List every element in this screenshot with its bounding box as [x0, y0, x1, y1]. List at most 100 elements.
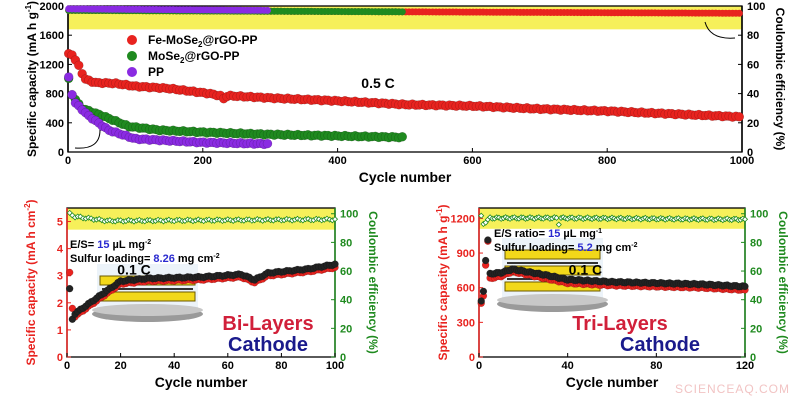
caption-line-1: Bi-Layers: [222, 313, 313, 335]
y-tick-label: 5: [57, 217, 63, 229]
legend-sub: 2: [198, 40, 203, 49]
y-label-end: ): [25, 1, 39, 5]
data-point: [734, 112, 745, 122]
x-axis-label: Cycle number: [155, 374, 248, 390]
x-tick-label: 600: [463, 155, 481, 167]
legend-label: Fe-MoSe2@rGO-PP: [148, 33, 258, 49]
ce-point: [555, 221, 562, 228]
current-collector-top: [92, 304, 203, 316]
legend-name-end: @rGO-PP: [202, 33, 257, 47]
y-tick-label: 600: [457, 283, 475, 295]
y2-tick-label: 80: [750, 237, 762, 249]
y-axis-label: Specific capacity (mA h g-1): [435, 204, 450, 360]
x-tick-label: 60: [222, 360, 234, 372]
condition-value: 5.2: [577, 242, 592, 254]
x-tick-label: 40: [562, 360, 574, 372]
legend-name: Fe-MoSe: [148, 33, 198, 47]
condition-label: Sulfur loading=: [494, 242, 577, 254]
x-tick-label: 80: [275, 360, 287, 372]
y2-tick-label: 80: [340, 237, 352, 249]
x-tick-label: 100: [326, 360, 344, 372]
data-point: [484, 236, 492, 244]
condition-text: E/S= 15 µL mg-2: [70, 239, 151, 251]
ce-point: [741, 216, 749, 223]
x-axis-label: Cycle number: [566, 374, 659, 390]
y2-tick-label: 100: [340, 209, 358, 221]
condition-value: 15: [97, 239, 109, 251]
data-point: [63, 72, 74, 82]
legend-label: MoSe2@rGO-PP: [148, 49, 240, 65]
watermark: SCIENCEAQ.COM: [674, 382, 790, 396]
condition-unit: µL mg: [560, 228, 595, 240]
x-axis-label: Cycle number: [359, 169, 452, 185]
condition-sup: -2: [213, 253, 219, 260]
data-point: [741, 282, 749, 291]
data-point: [74, 60, 84, 71]
caption-line-2: Cathode: [620, 334, 700, 356]
data-point: [68, 304, 77, 313]
ce-point: [331, 216, 339, 223]
x-tick-label: 20: [114, 360, 126, 372]
x-tick-label: 0: [64, 360, 70, 372]
series-2: [63, 5, 273, 150]
y2-tick-label: 80: [747, 30, 759, 42]
x-tick-label: 80: [650, 360, 662, 372]
y-tick-label: 0: [57, 352, 63, 364]
y-label-text: Specific capacity (mA h g: [436, 216, 450, 361]
data-point: [479, 287, 488, 296]
data-point: [65, 268, 74, 277]
y-tick-label: 2: [57, 298, 63, 310]
data-point: [397, 132, 408, 142]
data-point: [67, 89, 77, 100]
condition-text: Sulfur loading= 8.26 mg cm-2: [70, 253, 220, 265]
y2-axis-label: Coulombic efficiency (%): [776, 211, 790, 354]
arrow-to-left-axis: [74, 129, 101, 149]
y-tick-label: 2000: [40, 1, 64, 13]
y2-tick-label: 20: [747, 118, 759, 130]
y2-tick-label: 40: [747, 89, 759, 101]
data-point: [477, 297, 485, 305]
y2-tick-label: 0: [750, 352, 756, 364]
x-tick-label: 800: [598, 155, 616, 167]
y-tick-label: 0: [469, 352, 475, 364]
x-tick-label: 0: [476, 360, 482, 372]
y2-tick-label: 0: [340, 352, 346, 364]
y2-axis-label: Coulombic efficiency (%): [366, 211, 380, 354]
data-point: [262, 138, 273, 149]
y2-tick-label: 20: [750, 323, 762, 335]
current-collector-top: [497, 294, 608, 306]
ce-point: [264, 6, 272, 14]
condition-unit: mg cm: [175, 253, 214, 265]
data-point: [65, 284, 74, 293]
legend-marker: [127, 51, 137, 61]
y-label-text: Specific capacity (mA h cm: [24, 211, 38, 366]
rate-annotation: 0.5 C: [361, 75, 394, 91]
x-tick-label: 400: [328, 155, 346, 167]
x-tick-label: 0: [65, 155, 71, 167]
y-tick-label: 1200: [451, 213, 475, 225]
y2-tick-label: 100: [750, 209, 768, 221]
ce-point: [735, 9, 743, 17]
y-tick-label: 1: [57, 325, 63, 337]
condition-sup: -1: [596, 228, 602, 235]
y2-tick-label: 0: [747, 147, 753, 159]
caption-line-2: Cathode: [228, 334, 308, 356]
y-tick-label: 1600: [40, 30, 64, 42]
x-tick-label: 120: [736, 360, 754, 372]
y-label-end: ): [436, 204, 450, 208]
y2-tick-label: 40: [750, 295, 762, 307]
x-tick-label: 40: [168, 360, 180, 372]
y-tick-label: 400: [46, 118, 64, 130]
y-tick-label: 800: [46, 89, 64, 101]
condition-label: E/S ratio=: [494, 228, 548, 240]
condition-value: 15: [548, 228, 560, 240]
data-point: [331, 260, 339, 268]
series-1: [65, 260, 339, 323]
y-label-text: Specific capacity (mA h g: [25, 12, 39, 157]
legend-name: MoSe: [148, 49, 180, 63]
legend-label: PP: [148, 65, 164, 79]
ce-point: [398, 8, 406, 16]
y-tick-label: 900: [457, 248, 475, 260]
